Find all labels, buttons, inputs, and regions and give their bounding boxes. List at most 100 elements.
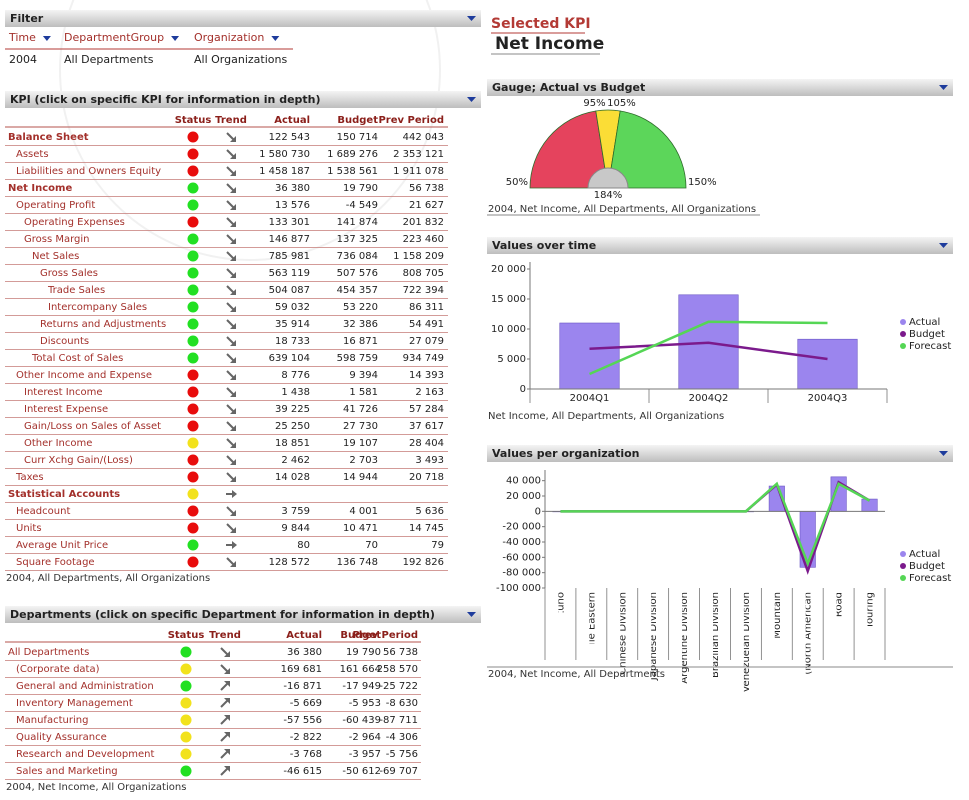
- trend-arrow-head: [224, 732, 230, 738]
- x-tick-label: 2004Q2: [689, 393, 729, 404]
- panel-header: [487, 445, 953, 462]
- row-name[interactable]: Inventory Management: [16, 698, 133, 709]
- row-name[interactable]: Other Income: [24, 438, 92, 449]
- row-name[interactable]: Net Income: [8, 183, 72, 194]
- row-name[interactable]: Net Sales: [32, 251, 79, 262]
- row-name[interactable]: Research and Development: [16, 749, 154, 760]
- row-name[interactable]: Total Cost of Sales: [31, 353, 123, 364]
- status-light: [180, 646, 192, 658]
- row-name[interactable]: (Corporate data): [16, 664, 100, 675]
- row-name[interactable]: Statistical Accounts: [8, 489, 120, 500]
- legend-marker: [900, 551, 906, 557]
- trend-arrow: [226, 455, 235, 464]
- row-name[interactable]: Quality Assurance: [16, 732, 107, 743]
- cell-value: 137 325: [337, 234, 378, 245]
- panel-title: Values over time: [492, 239, 596, 252]
- column-header: Status: [175, 115, 212, 126]
- filter-label[interactable]: Organization: [194, 31, 264, 44]
- cell-value: 934 749: [403, 353, 444, 364]
- cell-value: 80: [297, 540, 310, 551]
- bar: [861, 498, 878, 512]
- panel-header: [487, 79, 953, 96]
- cell-value: 86 311: [409, 302, 444, 313]
- dropdown-arrow[interactable]: [171, 36, 180, 41]
- dropdown-arrow[interactable]: [271, 36, 280, 41]
- row-name[interactable]: General and Administration: [16, 681, 154, 692]
- row-name[interactable]: Intercompany Sales: [48, 302, 147, 313]
- trend-arrow: [226, 370, 235, 379]
- trend-arrow-head: [230, 408, 236, 414]
- trend-arrow-head: [230, 306, 236, 312]
- y-tick-label: 20 000: [506, 491, 541, 502]
- cell-value: 2 703: [349, 455, 378, 466]
- panel-title: Values per organization: [492, 447, 640, 460]
- row-name[interactable]: Assets: [16, 149, 49, 160]
- row-name[interactable]: Interest Expense: [24, 404, 108, 415]
- panel-menu[interactable]: [467, 612, 476, 617]
- column-header: Status: [168, 630, 205, 641]
- cell-value: 598 759: [337, 353, 378, 364]
- trend-arrow-head: [230, 561, 236, 567]
- trend-arrow-head: [230, 221, 236, 227]
- panel-menu[interactable]: [939, 243, 948, 248]
- trend-arrow: [220, 733, 229, 742]
- row-name[interactable]: All Departments: [8, 647, 89, 658]
- legend-label: Actual: [909, 549, 940, 560]
- row-name[interactable]: Interest Income: [24, 387, 103, 398]
- row-name[interactable]: Gross Sales: [40, 268, 98, 279]
- filter-label[interactable]: DepartmentGroup: [64, 31, 164, 44]
- trend-arrow-head: [224, 715, 230, 721]
- cell-value: 1 689 276: [327, 149, 378, 160]
- dropdown-arrow[interactable]: [42, 36, 51, 41]
- row-name[interactable]: Balance Sheet: [8, 132, 89, 143]
- trend-arrow-head: [232, 541, 237, 549]
- row-name[interactable]: Curr Xchg Gain/(Loss): [24, 455, 133, 466]
- row-name[interactable]: Units: [16, 523, 42, 534]
- row-name[interactable]: Liabilities and Owners Equity: [16, 166, 161, 177]
- row-name[interactable]: Returns and Adjustments: [40, 319, 166, 330]
- cell-value: -3 768: [290, 749, 322, 760]
- status-light: [180, 748, 192, 760]
- row-name[interactable]: Operating Profit: [16, 200, 95, 211]
- trend-arrow: [226, 557, 235, 566]
- row-name[interactable]: Gain/Loss on Sales of Asset: [24, 421, 161, 432]
- row-name[interactable]: Trade Sales: [47, 285, 105, 296]
- row-name[interactable]: Discounts: [40, 336, 89, 347]
- cell-value: 70: [365, 540, 378, 551]
- status-light: [187, 335, 199, 347]
- panel-menu[interactable]: [467, 16, 476, 21]
- y-tick-label: 20 000: [491, 264, 526, 275]
- row-name[interactable]: Taxes: [15, 472, 44, 483]
- row-name[interactable]: Average Unit Price: [16, 540, 108, 551]
- x-tick-label: 2004Q3: [808, 393, 848, 404]
- status-light: [187, 556, 199, 568]
- trend-arrow: [226, 149, 235, 158]
- row-name[interactable]: Operating Expenses: [24, 217, 125, 228]
- panel-menu[interactable]: [467, 97, 476, 102]
- y-tick-label: 0: [520, 384, 526, 395]
- line: [588, 320, 828, 376]
- filter-label[interactable]: Time: [8, 31, 36, 44]
- trend-arrow-head: [230, 170, 236, 176]
- cell-value: 21 627: [409, 200, 444, 211]
- row-name[interactable]: Gross Margin: [24, 234, 90, 245]
- panel-menu[interactable]: [939, 451, 948, 456]
- status-light: [187, 233, 199, 245]
- row-name[interactable]: Square Footage: [16, 557, 95, 568]
- row-name[interactable]: Other Income and Expense: [16, 370, 152, 381]
- cell-value: 4 001: [349, 506, 378, 517]
- panel-menu[interactable]: [939, 85, 948, 90]
- cell-value: 59 032: [275, 302, 310, 313]
- column-header: Prev Period: [378, 115, 444, 126]
- cell-value: 1 438: [281, 387, 310, 398]
- row-name[interactable]: Headcount: [16, 506, 70, 517]
- caption: 2004, All Departments, All Organizations: [6, 573, 210, 584]
- row-name[interactable]: Sales and Marketing: [16, 766, 118, 777]
- cell-value: 201 832: [403, 217, 444, 228]
- status-light: [187, 522, 199, 534]
- trend-arrow-head: [230, 153, 236, 159]
- trend-arrow-head: [230, 476, 236, 482]
- status-light: [180, 663, 192, 675]
- cell-value: 136 748: [337, 557, 378, 568]
- row-name[interactable]: Manufacturing: [16, 715, 88, 726]
